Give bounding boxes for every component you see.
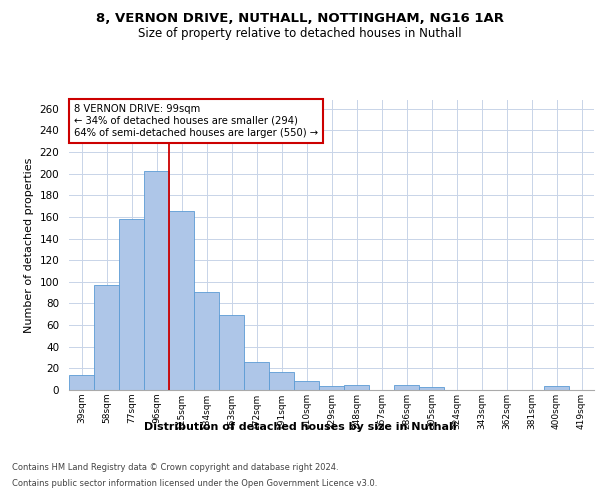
Bar [94,285,119,390]
Bar [294,382,319,390]
Bar [169,212,194,390]
Bar [244,362,269,390]
Text: 8, VERNON DRIVE, NUTHALL, NOTTINGHAM, NG16 1AR: 8, VERNON DRIVE, NUTHALL, NOTTINGHAM, NG… [96,12,504,26]
Text: 8 VERNON DRIVE: 99sqm
← 34% of detached houses are smaller (294)
64% of semi-det: 8 VERNON DRIVE: 99sqm ← 34% of detached … [74,104,319,138]
Bar [194,292,219,390]
Text: Contains public sector information licensed under the Open Government Licence v3: Contains public sector information licen… [12,479,377,488]
Bar [119,219,144,390]
Text: Distribution of detached houses by size in Nuthall: Distribution of detached houses by size … [144,422,456,432]
Bar [269,372,294,390]
Bar [419,387,444,390]
Y-axis label: Number of detached properties: Number of detached properties [24,158,34,332]
Bar [544,386,569,390]
Bar [219,316,244,390]
Bar [69,375,94,390]
Text: Contains HM Land Registry data © Crown copyright and database right 2024.: Contains HM Land Registry data © Crown c… [12,462,338,471]
Bar [344,384,369,390]
Bar [319,386,344,390]
Bar [394,384,419,390]
Text: Size of property relative to detached houses in Nuthall: Size of property relative to detached ho… [138,28,462,40]
Bar [144,172,169,390]
